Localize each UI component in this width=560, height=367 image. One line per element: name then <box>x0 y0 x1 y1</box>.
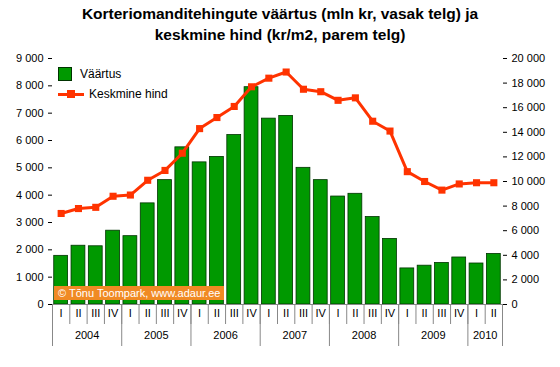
svg-text:I: I <box>406 307 409 319</box>
svg-text:III: III <box>299 307 308 319</box>
svg-text:IV: IV <box>316 307 327 319</box>
svg-text:20 000: 20 000 <box>512 52 546 64</box>
svg-text:1 000: 1 000 <box>16 271 44 283</box>
svg-text:III: III <box>368 307 377 319</box>
svg-text:2007: 2007 <box>283 329 307 341</box>
svg-text:II: II <box>422 307 428 319</box>
svg-text:3 000: 3 000 <box>16 216 44 228</box>
svg-text:IV: IV <box>177 307 188 319</box>
svg-text:0: 0 <box>512 298 518 310</box>
svg-text:III: III <box>230 307 239 319</box>
svg-text:2004: 2004 <box>75 329 99 341</box>
svg-text:2 000: 2 000 <box>512 273 540 285</box>
svg-text:IV: IV <box>454 307 465 319</box>
svg-text:II: II <box>214 307 220 319</box>
svg-text:I: I <box>60 307 63 319</box>
svg-text:I: I <box>198 307 201 319</box>
svg-text:II: II <box>75 307 81 319</box>
svg-text:4 000: 4 000 <box>512 249 540 261</box>
svg-text:16 000: 16 000 <box>512 101 546 113</box>
svg-text:2005: 2005 <box>144 329 168 341</box>
svg-text:IV: IV <box>108 307 119 319</box>
html-text:Keskmine hind: Keskmine hind <box>89 87 168 101</box>
svg-text:4 000: 4 000 <box>16 189 44 201</box>
svg-text:12 000: 12 000 <box>512 150 546 162</box>
svg-text:IV: IV <box>385 307 396 319</box>
svg-text:2010: 2010 <box>473 329 497 341</box>
svg-text:10 000: 10 000 <box>512 175 546 187</box>
svg-text:8 000: 8 000 <box>16 79 44 91</box>
svg-text:I: I <box>129 307 132 319</box>
svg-text:8 000: 8 000 <box>512 200 540 212</box>
svg-text:6 000: 6 000 <box>512 224 540 236</box>
svg-text:18 000: 18 000 <box>512 77 546 89</box>
svg-text:IV: IV <box>246 307 257 319</box>
svg-text:III: III <box>91 307 100 319</box>
svg-text:2009: 2009 <box>421 329 445 341</box>
svg-text:7 000: 7 000 <box>16 107 44 119</box>
svg-text:2006: 2006 <box>213 329 237 341</box>
svg-text:14 000: 14 000 <box>512 126 546 138</box>
html-text:Väärtus: Väärtus <box>80 67 122 81</box>
svg-text:2008: 2008 <box>352 329 376 341</box>
svg-text:6 000: 6 000 <box>16 134 44 146</box>
html-text:© Tõnu Toompark, www.adaur.ee: © Tõnu Toompark, www.adaur.ee <box>58 287 221 299</box>
svg-text:I: I <box>267 307 270 319</box>
svg-text:0: 0 <box>37 298 43 310</box>
svg-text:I: I <box>337 307 340 319</box>
svg-text:III: III <box>437 307 446 319</box>
svg-text:II: II <box>283 307 289 319</box>
svg-text:III: III <box>160 307 169 319</box>
svg-text:II: II <box>145 307 151 319</box>
svg-text:I: I <box>475 307 478 319</box>
svg-text:II: II <box>352 307 358 319</box>
svg-text:II: II <box>491 307 497 319</box>
svg-text:5 000: 5 000 <box>16 161 44 173</box>
svg-text:9 000: 9 000 <box>16 52 44 64</box>
html-text:Korteriomanditehingute väärtus: Korteriomanditehingute väärtus (mln kr, … <box>81 5 479 43</box>
svg-text:2 000: 2 000 <box>16 243 44 255</box>
